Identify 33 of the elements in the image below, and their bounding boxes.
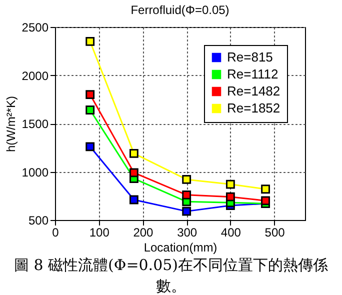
x-tick-label: 300 [177,226,198,240]
legend-label: Re=1482 [227,84,280,98]
y-tick-label: 2500 [22,20,49,34]
point [261,196,270,206]
point [86,90,95,100]
point [86,142,95,152]
x-tick-label: 200 [133,226,154,240]
x-tick-label: 500 [264,226,286,240]
chart-title: Ferrofluid(Φ=0.05) [130,3,230,17]
legend-label: Re=1112 [227,66,278,82]
point [182,175,192,184]
point [129,195,138,204]
y-tick-label: 500 [28,214,49,228]
legend-label: Re=815 [227,50,273,64]
caption: 圖 8 磁性流體(Φ=0.05)在不同位置下的熱傳係數。 [12,255,330,295]
x-axis-title: Location(mm) [144,240,218,254]
point [226,192,235,202]
point [86,106,95,114]
point [226,180,235,189]
x-tick-label: 400 [220,226,242,240]
point [129,148,138,158]
legend-label: Re=1852 [227,100,280,116]
x-tick-label: 0 [52,226,60,240]
point [182,190,192,200]
y-tick-label: 1000 [22,165,49,180]
y-tick-label: 1500 [22,117,49,131]
point [261,184,270,194]
point [86,37,95,46]
point [129,168,138,178]
y-tick-label: 2000 [22,68,49,83]
point [182,206,192,216]
y-axis-title: h(W/m²*K) [4,96,18,152]
x-tick-label: 100 [89,226,110,240]
